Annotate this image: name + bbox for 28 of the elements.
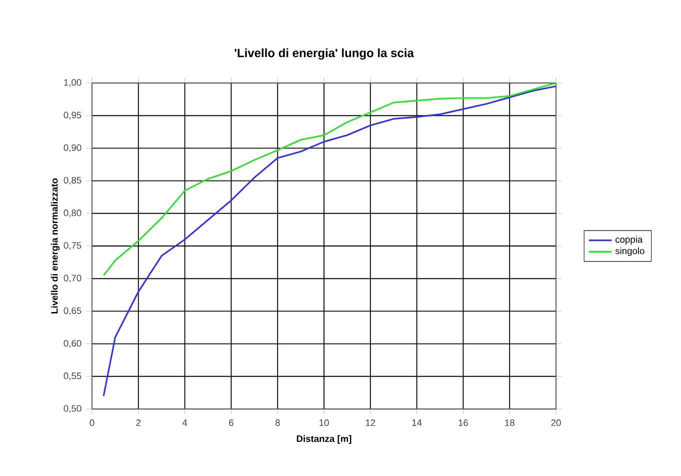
x-tick-label: 14: [412, 419, 422, 426]
y-tick-label: 0,90: [64, 144, 82, 152]
y-tick-label: 0,65: [64, 307, 82, 316]
y-tick-label: 0,70: [64, 274, 82, 282]
y-tick-label: 0,60: [64, 340, 82, 348]
x-tick-label: 8: [275, 419, 280, 426]
x-tick-label: 0: [90, 419, 94, 426]
chart-title: 'Livello di energia' lungo la scia: [234, 48, 414, 60]
legend-label: coppia: [616, 236, 643, 245]
x-axis-title: Distanza [m]: [296, 435, 352, 444]
x-tick-label: 18: [505, 419, 514, 426]
x-tick-label: 2: [136, 419, 141, 426]
y-axis-title: Livello di energia normalizzato: [50, 178, 60, 314]
y-tick-label: 0,55: [64, 372, 82, 380]
y-tick-label: 0,50: [64, 405, 82, 413]
x-tick-label: 6: [229, 419, 234, 426]
y-tick-label: 0,95: [64, 112, 82, 120]
legend-label: singolo: [615, 247, 644, 256]
y-tick-label: 0,80: [64, 210, 82, 218]
line-series: [102, 85, 556, 397]
x-tick-label: 16: [458, 419, 468, 426]
x-tick-label: 4: [182, 419, 188, 426]
x-tick-label: 20: [551, 419, 561, 426]
y-tick-label: 0,85: [64, 176, 82, 185]
y-tick-label: 0,75: [64, 242, 82, 250]
x-tick-label: 12: [366, 419, 376, 426]
y-tick-label: 1,00: [64, 79, 82, 87]
x-tick-label: 10: [320, 419, 329, 426]
